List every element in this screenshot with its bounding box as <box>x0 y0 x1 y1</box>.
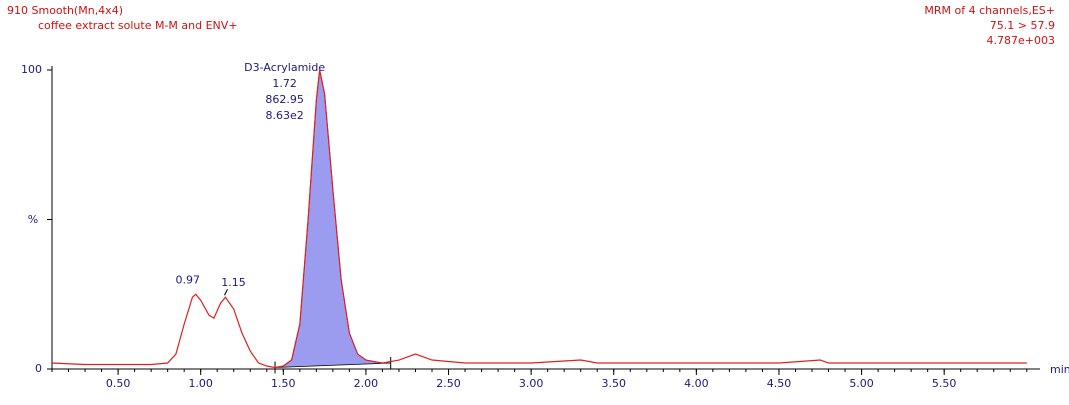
x-tick-label: 2.00 <box>354 377 379 390</box>
x-tick-label: 1.50 <box>271 377 296 390</box>
peak-label: 1.72 <box>272 77 297 90</box>
y-tick-label: 100 <box>21 63 42 76</box>
trace <box>51 69 1027 369</box>
x-axis-label: min <box>1050 363 1069 376</box>
x-tick-label: 4.00 <box>684 377 709 390</box>
title-right-1: MRM of 4 channels,ES+ <box>924 4 1055 17</box>
peak-label: D3-Acrylamide <box>244 61 325 74</box>
x-tick-label: 5.00 <box>849 377 874 390</box>
title-left-1: 910 Smooth(Mn,4x4) <box>7 4 123 17</box>
title-left-2: coffee extract solute M-M and ENV+ <box>38 19 238 32</box>
x-tick-label: 3.00 <box>519 377 544 390</box>
y-tick-label: 0 <box>35 362 42 375</box>
x-tick-label: 4.50 <box>767 377 792 390</box>
peak-label: 862.95 <box>265 93 304 106</box>
peak-label: 1.15 <box>221 276 246 289</box>
x-tick-label: 1.00 <box>188 377 213 390</box>
x-tick-label: 3.50 <box>601 377 626 390</box>
x-tick-label: 2.50 <box>436 377 461 390</box>
x-tick-label: 0.50 <box>106 377 131 390</box>
label-leader <box>224 289 228 296</box>
peak-label: 0.97 <box>175 273 200 286</box>
x-tick-label: 5.50 <box>932 377 957 390</box>
peak-label: 8.63e2 <box>266 109 304 122</box>
y-axis-label: % <box>28 213 38 226</box>
title-right-2: 75.1 > 57.9 <box>990 19 1055 32</box>
title-right-3: 4.787e+003 <box>987 34 1055 47</box>
